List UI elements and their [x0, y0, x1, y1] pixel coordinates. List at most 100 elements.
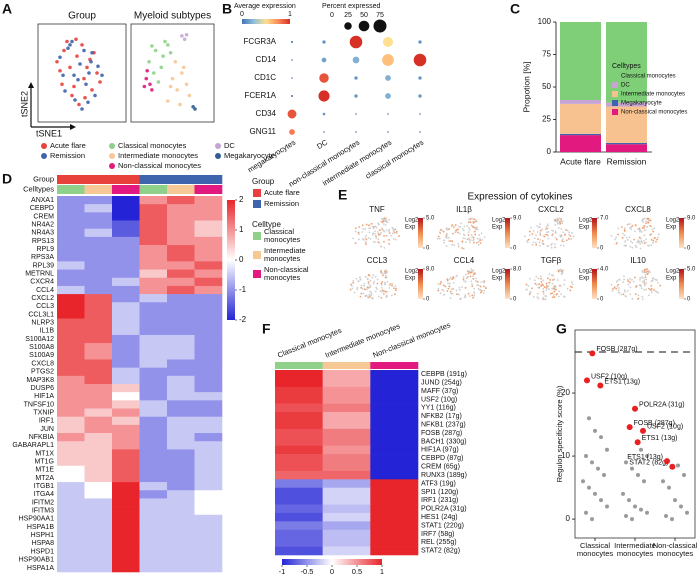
- cell-dot: [531, 244, 534, 246]
- heat-cell: [57, 424, 85, 434]
- cell-dot: [352, 237, 354, 240]
- cell-dot: [449, 240, 452, 242]
- cell-dot: [369, 279, 372, 282]
- cell-dot: [458, 232, 461, 235]
- cell-dot: [623, 234, 626, 237]
- row-label: CCL3: [36, 303, 54, 310]
- heat-cell: [112, 457, 140, 467]
- cell-dot: [369, 237, 372, 240]
- cell-dot: [561, 271, 564, 274]
- heat-cell: [370, 370, 419, 379]
- cell-dot: [446, 228, 449, 231]
- highlight-point: [597, 382, 604, 389]
- cell-dot: [652, 277, 655, 279]
- gene-title: CXCL8: [625, 205, 651, 214]
- point: [98, 80, 102, 84]
- point-label: STAT2 (82g): [629, 460, 668, 467]
- cell-dot: [392, 237, 395, 240]
- point-label: FOSB (287g): [596, 346, 637, 353]
- cell-dot: [368, 297, 370, 299]
- cell-dot: [471, 283, 473, 286]
- legend-swatch: [41, 143, 47, 149]
- row-label: HSPA1B: [27, 524, 54, 531]
- y-tick-label: 75: [542, 50, 551, 59]
- dot: [355, 113, 357, 115]
- cell-dot: [539, 275, 542, 278]
- cell-dot: [395, 287, 398, 290]
- cell-dot: [479, 242, 482, 244]
- cell-dot: [356, 286, 359, 289]
- heat-cell: [370, 487, 419, 497]
- x-tick-label-box: Non-classical monocytes: [653, 542, 698, 557]
- cell-dot: [536, 284, 538, 286]
- colorbar: [242, 19, 290, 24]
- heat-cell: [194, 310, 223, 319]
- cell-dot: [385, 234, 388, 237]
- cell-dot: [542, 296, 544, 299]
- cell-dot: [380, 282, 383, 285]
- cell-dot: [441, 229, 443, 232]
- legend-swatch: [612, 100, 618, 106]
- cell-dot: [365, 234, 368, 237]
- x-tick-label: Intermediate monocytes: [614, 542, 656, 558]
- cell-dot: [462, 237, 465, 240]
- row-label: S100A12: [25, 336, 54, 343]
- cell-dot: [542, 235, 545, 237]
- row-label: RPS13: [32, 238, 54, 245]
- cell-dot: [454, 224, 457, 226]
- x-tick-label: Remission: [607, 156, 647, 166]
- heat-cell: [370, 395, 419, 404]
- heat-cell: [167, 539, 195, 548]
- cell-dot: [448, 227, 451, 230]
- cell-dot: [656, 238, 658, 241]
- cell-dot: [471, 225, 474, 228]
- point: [639, 507, 643, 512]
- heat-cell: [84, 204, 113, 213]
- cell-dot: [625, 244, 627, 247]
- heat-cell: [84, 400, 113, 409]
- point: [187, 93, 192, 98]
- heat-cell: [370, 454, 419, 463]
- row-label: NFKB2 (17g): [421, 413, 462, 420]
- highlight-point: [634, 439, 641, 446]
- row-label: CREM: [33, 213, 54, 220]
- cell-dot: [479, 291, 482, 294]
- point-label: USF2 (10g): [647, 424, 683, 431]
- heat-cell: [84, 236, 113, 246]
- point: [74, 37, 78, 42]
- cell-dot: [556, 217, 559, 220]
- cell-dot: [474, 220, 477, 223]
- row-label: ITGB1: [34, 483, 54, 490]
- highlight-point: [584, 377, 590, 384]
- heat-cell: [370, 386, 419, 396]
- heat-cell: [370, 403, 419, 413]
- heat-cell: [57, 351, 85, 360]
- colorbar-title: Exp: [579, 276, 590, 282]
- cell-dot: [483, 281, 486, 284]
- row-label: IRF1: [39, 418, 54, 425]
- cell-dot: [381, 289, 384, 292]
- cell-dot: [557, 227, 560, 229]
- cell-dot: [467, 231, 470, 233]
- heat-cell: [112, 302, 140, 311]
- row-label: MAP3K8: [26, 377, 54, 384]
- point: [150, 88, 154, 92]
- colorbar-tick-label: 9.0: [513, 216, 522, 222]
- cell-dot: [477, 284, 480, 287]
- cell-dot: [361, 287, 364, 290]
- heat-cell: [57, 318, 85, 328]
- heat-cell: [322, 437, 371, 446]
- heat-cell: [322, 454, 371, 463]
- heat-cell: [57, 294, 85, 303]
- cell-dot: [624, 240, 627, 243]
- dot: [354, 76, 358, 80]
- heat-cell: [112, 236, 140, 246]
- heat-cell: [139, 424, 168, 434]
- cell-dot: [450, 225, 453, 228]
- colorbar: [592, 269, 597, 299]
- row-label: TXNIP: [33, 409, 54, 416]
- cell-dot: [645, 278, 647, 281]
- cell-dot: [463, 234, 466, 237]
- cell-dot: [449, 290, 452, 293]
- heat-cell: [139, 473, 168, 483]
